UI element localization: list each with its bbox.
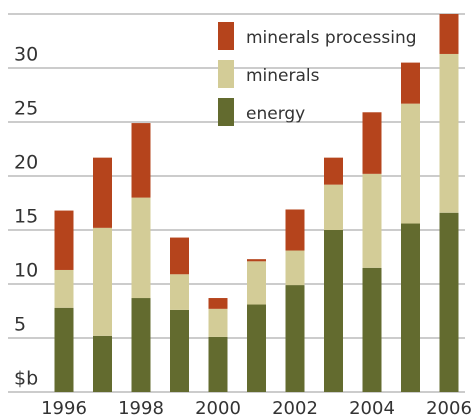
- bar-segment: [401, 223, 420, 392]
- y-tick-label: 30: [14, 44, 38, 66]
- x-tick-label: 1998: [118, 398, 164, 419]
- bar-segment: [439, 14, 459, 54]
- bar-segment: [54, 307, 74, 392]
- legend-label: minerals: [246, 66, 320, 86]
- bar-segment: [362, 173, 382, 268]
- bar-segment: [208, 308, 228, 337]
- bar-segment: [170, 309, 189, 392]
- y-tick-label: 10: [14, 260, 38, 282]
- bar-segment: [362, 267, 382, 392]
- bar-segment: [54, 210, 74, 270]
- bar-segment: [439, 53, 459, 213]
- x-tick-label: 2002: [272, 398, 318, 419]
- bar-segment: [131, 298, 151, 392]
- bar-segment: [208, 298, 228, 309]
- x-tick-label: 1996: [41, 398, 87, 419]
- bar-segment: [285, 209, 305, 251]
- y-tick-label: 15: [14, 206, 38, 228]
- legend-swatch: [218, 98, 234, 126]
- legend-label: minerals processing: [246, 28, 417, 48]
- y-tick-label: 20: [14, 152, 38, 174]
- bar-segment: [54, 269, 74, 308]
- x-tick-label: 2004: [349, 398, 395, 419]
- y-tick-label: $b: [14, 368, 38, 390]
- bar-segment: [208, 336, 228, 392]
- legend-swatch: [218, 60, 234, 88]
- bar-segment: [247, 304, 266, 392]
- bar-segment: [401, 103, 420, 224]
- legend-swatch: [218, 22, 234, 50]
- bar-segment: [324, 157, 343, 185]
- bar-segment: [247, 259, 266, 262]
- bar-segment: [285, 285, 305, 392]
- bar-segment: [439, 212, 459, 392]
- y-tick-label: 5: [14, 314, 26, 336]
- bar-segment: [324, 184, 343, 230]
- bar-segment: [93, 157, 112, 228]
- bar-segment: [362, 112, 382, 174]
- bar-segment: [285, 250, 305, 286]
- x-tick-label: 2000: [195, 398, 241, 419]
- y-tick-label: 25: [14, 98, 38, 120]
- bar-segment: [247, 261, 266, 305]
- bar-segment: [401, 62, 420, 104]
- bar-segment: [131, 197, 151, 299]
- bar-segment: [170, 237, 189, 275]
- legend-label: energy: [246, 104, 305, 124]
- bar-segment: [93, 335, 112, 392]
- bar-segment: [131, 123, 151, 198]
- x-tick-label: 2006: [426, 398, 472, 419]
- bar-segment: [93, 227, 112, 336]
- bar-segment: [170, 274, 189, 310]
- bar-segment: [324, 230, 343, 392]
